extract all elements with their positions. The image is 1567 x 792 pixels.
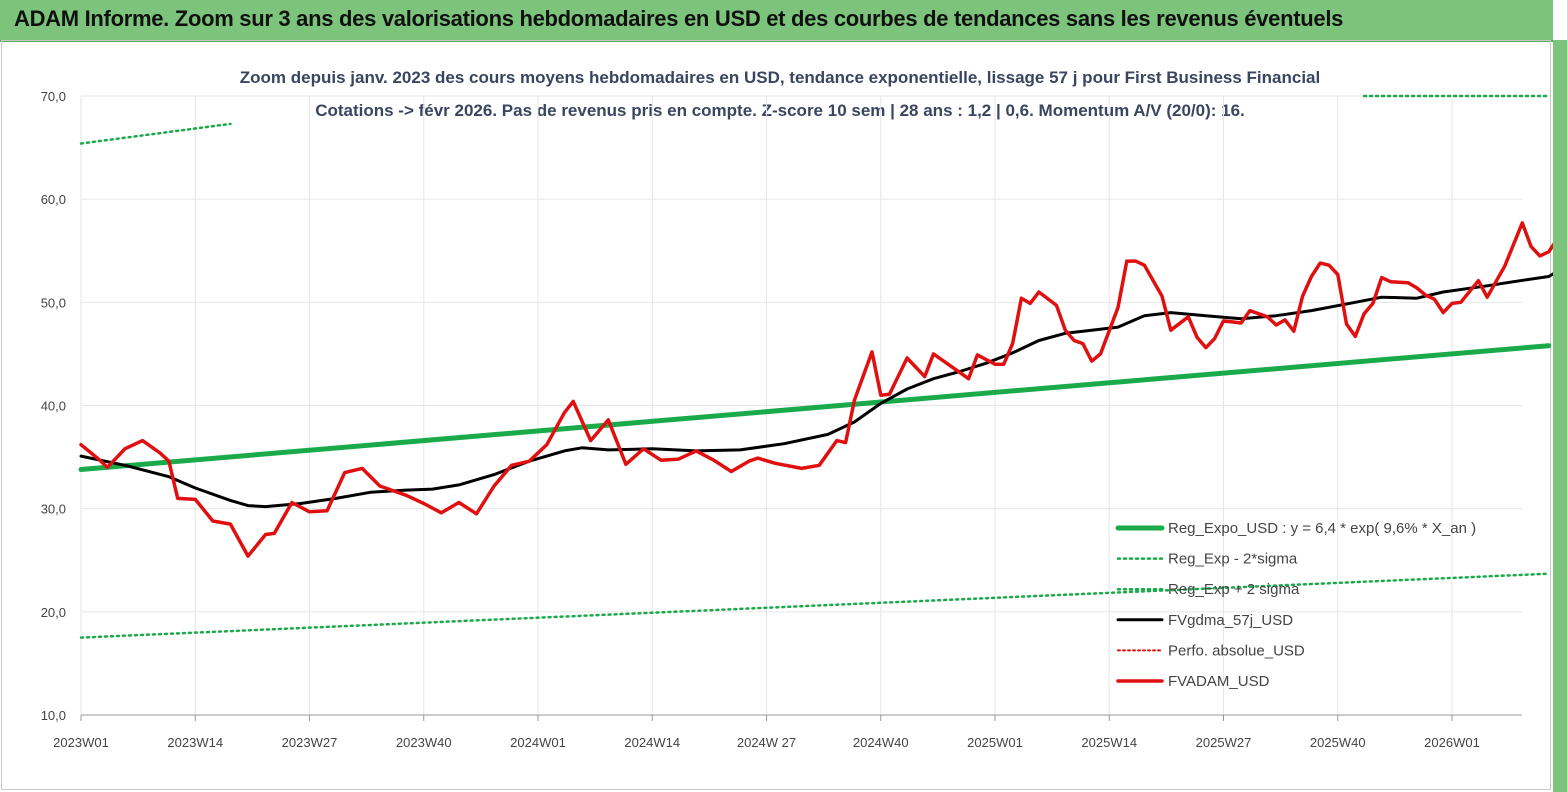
x-axis: 2023W01 2023W14 2023W27 2023W40 2024W01 2024W… [53,735,1480,750]
x-tick-label: 2023W27 [282,735,338,750]
y-axis: 10,0 20,0 30,0 40,0 50,0 60,0 70,0 [41,89,66,723]
series-line-reg-exp-minus-2sigma [79,572,1550,639]
x-tick-label: 2025W40 [1310,735,1366,750]
series-line-reg-exp-plus-2sigma [79,122,232,145]
legend-label: Reg_Expo_USD : y = 6,4 * exp( 9,6% * X_a… [1168,520,1476,537]
chart-title: Zoom depuis janv. 2023 des cours moyens … [240,68,1320,87]
x-tick-label: 2025W14 [1081,735,1137,750]
series-layer [78,94,1553,639]
right-border-bar [1553,40,1567,792]
y-tick-label: 50,0 [41,295,66,310]
series-line-reg-expo [78,343,1552,472]
y-tick-label: 70,0 [41,89,66,104]
legend-label: Perfo. absolue_USD [1168,642,1305,659]
y-tick-label: 20,0 [41,605,66,620]
x-tick-label: 2025W27 [1196,735,1252,750]
legend: Reg_Expo_USD : y = 6,4 * exp( 9,6% * X_a… [1115,520,1476,690]
x-tick-label: 2024W14 [624,735,680,750]
y-tick-label: 60,0 [41,192,66,207]
y-tick-label: 40,0 [41,399,66,414]
x-tick-label: 2023W01 [53,735,109,750]
x-tick-label: 2023W40 [396,735,452,750]
series-line-fvadam [79,221,1553,558]
y-tick-label: 30,0 [41,502,66,517]
y-tick-label: 10,0 [41,708,66,723]
x-tick-label: 2024W01 [510,735,566,750]
report-title: ADAM Informe. Zoom sur 3 ans des valoris… [14,6,1344,31]
legend-label: FVgdma_57j_USD [1168,612,1293,629]
legend-label: Reg_Exp + 2 sigma [1168,581,1300,598]
legend-label: FVADAM_USD [1168,673,1270,690]
x-tick-label: 2024W40 [853,735,909,750]
series-line-fvgdma [79,272,1553,509]
grid-layer [80,95,1522,721]
x-tick-label: 2024W 27 [737,735,796,750]
x-tick-label: 2023W14 [167,735,223,750]
x-tick-label: 2025W01 [967,735,1023,750]
legend-label: Reg_Exp - 2*sigma [1168,551,1298,568]
report-banner: ADAM Informe. Zoom sur 3 ans des valoris… [0,0,1553,42]
x-tick-label: 2026W01 [1424,735,1480,750]
chart-frame [1,40,1551,790]
chart-subtitle: Cotations -> févr 2026. Pas de revenus p… [315,101,1245,120]
